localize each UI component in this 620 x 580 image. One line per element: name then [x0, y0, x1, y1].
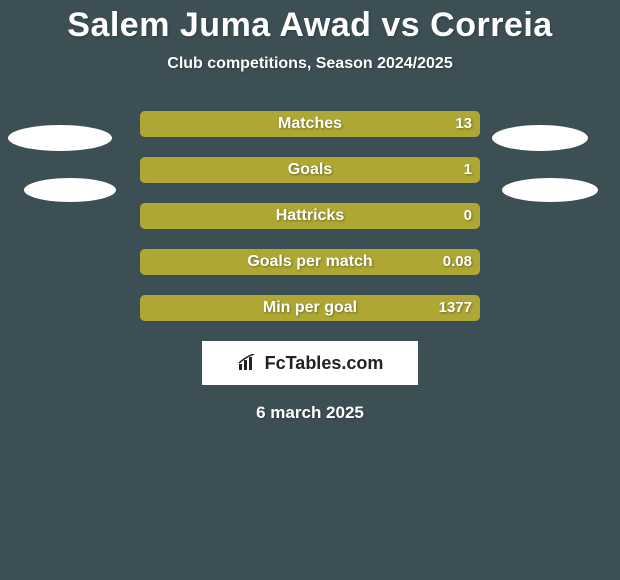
- generated-date: 6 march 2025: [0, 403, 620, 423]
- stat-row: Hattricks0: [0, 203, 620, 229]
- bar-fill: [140, 249, 480, 275]
- bar-fill: [140, 157, 480, 183]
- brand-box: FcTables.com: [202, 341, 418, 385]
- stat-row: Min per goal1377: [0, 295, 620, 321]
- page-title: Salem Juma Awad vs Correia: [0, 0, 620, 45]
- stat-row: Matches13: [0, 111, 620, 137]
- bar-fill: [140, 203, 480, 229]
- bar-chart-icon: [237, 354, 259, 372]
- bar-fill: [140, 295, 480, 321]
- comparison-infographic: Salem Juma Awad vs Correia Club competit…: [0, 0, 620, 580]
- stat-bars: Matches13 Goals1 Hattricks0 Goals per match…: [0, 111, 620, 321]
- brand-text: FcTables.com: [265, 353, 384, 374]
- subtitle: Club competitions, Season 2024/2025: [0, 55, 620, 73]
- stat-row: Goals per match0.08: [0, 249, 620, 275]
- stat-row: Goals1: [0, 157, 620, 183]
- bar-fill: [140, 111, 480, 137]
